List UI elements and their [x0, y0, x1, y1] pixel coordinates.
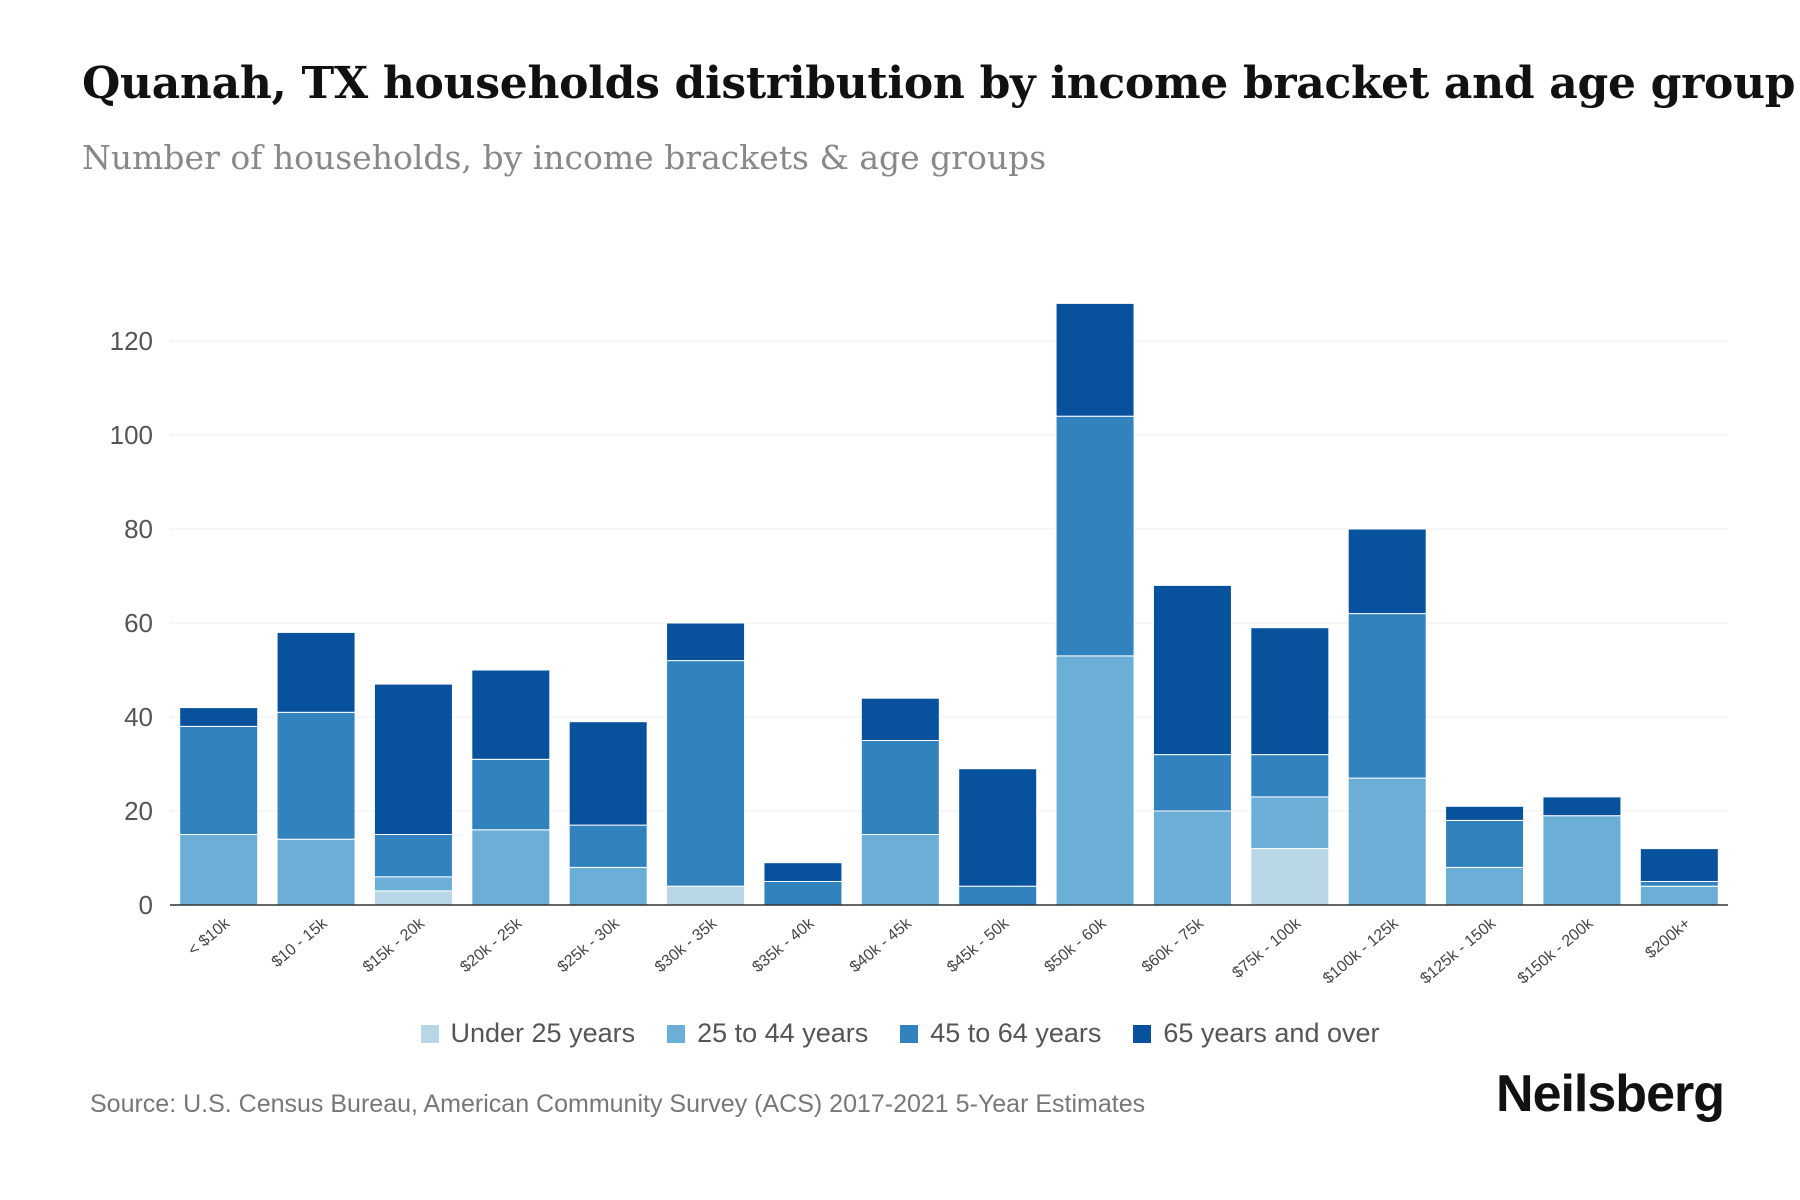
- x-tick-label: $125k - 150k: [1417, 914, 1500, 987]
- bar-segment-2-15: [1639, 881, 1719, 887]
- bar-segment-1-13: [1445, 866, 1525, 906]
- bar-segment-3-3: [471, 669, 551, 760]
- x-tick-label: $15k - 20k: [360, 914, 429, 976]
- x-tick-label: $10 - 15k: [269, 914, 332, 971]
- bar-segment-0-5: [666, 885, 746, 906]
- legend-label-25-to-44: 25 to 44 years: [697, 1018, 869, 1048]
- legend-label-under-25: Under 25 years: [450, 1018, 636, 1048]
- bar-segment-1-3: [471, 829, 551, 906]
- y-tick-label: 0: [139, 890, 153, 920]
- y-axis-ticks: 0 20 40 60 80 100 120: [110, 326, 153, 920]
- bar-segment-1-10: [1152, 810, 1232, 906]
- bar-segment-1-11: [1250, 796, 1330, 850]
- bar-segment-3-15: [1639, 848, 1719, 882]
- y-tick-label: 40: [124, 702, 153, 732]
- legend-label-45-to-64: 45 to 64 years: [930, 1018, 1102, 1048]
- bar-segment-3-2: [373, 683, 453, 835]
- bar-segment-2-2: [373, 834, 453, 878]
- y-tick-label: 20: [124, 796, 153, 826]
- brand-logo: Neilsberg: [1496, 1065, 1725, 1123]
- bar-segment-3-9: [1055, 302, 1135, 417]
- bar-segment-1-4: [568, 866, 648, 906]
- bar-segment-2-4: [568, 824, 648, 868]
- x-tick-label: < $10k: [185, 914, 234, 959]
- y-tick-label: 60: [124, 608, 153, 638]
- legend-label-65-and-over: 65 years and over: [1163, 1018, 1380, 1048]
- bar-segment-3-7: [860, 697, 940, 742]
- bar-segment-2-8: [958, 885, 1038, 906]
- bar-segment-2-10: [1152, 754, 1232, 812]
- bar-segment-3-5: [666, 622, 746, 662]
- legend-item-under-25: Under 25 years: [420, 1018, 636, 1049]
- bar-segment-2-3: [471, 758, 551, 831]
- legend-swatch-65-and-over: [1133, 1024, 1152, 1043]
- bars-layer: [179, 302, 1719, 906]
- bar-segment-1-1: [276, 838, 356, 906]
- x-tick-label: $50k - 60k: [1041, 914, 1110, 976]
- bar-segment-2-7: [860, 740, 940, 835]
- bar-segment-1-12: [1347, 777, 1427, 906]
- x-tick-label: $45k - 50k: [944, 914, 1013, 976]
- x-tick-label: $20k - 25k: [457, 914, 526, 976]
- legend-swatch-25-to-44: [667, 1024, 686, 1043]
- bar-segment-3-1: [276, 631, 356, 713]
- bar-segment-2-12: [1347, 613, 1427, 779]
- bar-segment-2-9: [1055, 415, 1135, 657]
- x-tick-label: $30k - 35k: [652, 914, 721, 976]
- source-note: Source: U.S. Census Bureau, American Com…: [90, 1090, 1146, 1118]
- bar-segment-2-6: [763, 881, 843, 906]
- x-tick-label: $200k+: [1642, 915, 1693, 962]
- legend-item-45-to-64: 45 to 64 years: [900, 1018, 1101, 1049]
- legend-swatch-under-25: [420, 1024, 439, 1043]
- bar-segment-1-9: [1055, 655, 1135, 906]
- bar-segment-0-2: [373, 890, 453, 906]
- x-tick-label: $75k - 100k: [1229, 914, 1305, 981]
- legend-item-65-and-over: 65 years and over: [1133, 1018, 1380, 1049]
- bar-segment-1-14: [1542, 815, 1622, 906]
- x-tick-label: $35k - 40k: [749, 914, 818, 976]
- bar-segment-2-5: [666, 660, 746, 887]
- bar-segment-2-1: [276, 711, 356, 840]
- bar-segment-1-0: [179, 834, 259, 906]
- x-axis-ticks: < $10k $10 - 15k $15k - 20k $20k - 25k $25k …: [170, 904, 1728, 988]
- bar-segment-3-12: [1347, 528, 1427, 615]
- bar-segment-3-6: [763, 862, 843, 883]
- y-tick-label: 100: [110, 420, 153, 450]
- bar-segment-3-13: [1445, 805, 1525, 821]
- bar-segment-1-7: [860, 834, 940, 906]
- bar-segment-0-11: [1250, 848, 1330, 906]
- legend-item-25-to-44: 25 to 44 years: [667, 1018, 868, 1049]
- bar-segment-2-0: [179, 725, 259, 836]
- bar-segment-1-2: [373, 876, 453, 892]
- x-tick-label: $40k - 45k: [847, 914, 916, 976]
- bar-segment-3-0: [179, 707, 259, 727]
- x-tick-label: $60k - 75k: [1139, 914, 1208, 976]
- bar-segment-1-15: [1639, 885, 1719, 906]
- legend-swatch-45-to-64: [900, 1024, 919, 1043]
- bar-segment-3-14: [1542, 796, 1622, 817]
- y-tick-label: 80: [124, 514, 153, 544]
- bar-segment-2-11: [1250, 754, 1330, 798]
- chart-subtitle: Number of households, by income brackets…: [82, 138, 1047, 177]
- bar-segment-3-11: [1250, 627, 1330, 756]
- chart-title: Quanah, TX households distribution by in…: [82, 58, 1796, 109]
- chart-legend: Under 25 years 25 to 44 years 45 to 64 y…: [0, 1018, 1800, 1049]
- bar-segment-3-10: [1152, 584, 1232, 756]
- x-tick-label: $100k - 125k: [1320, 914, 1403, 987]
- x-tick-label: $25k - 30k: [555, 914, 624, 976]
- bar-segment-3-4: [568, 721, 648, 826]
- y-tick-label: 120: [110, 326, 153, 356]
- bar-segment-3-8: [958, 768, 1038, 887]
- bar-segment-2-13: [1445, 819, 1525, 868]
- x-tick-label: $150k - 200k: [1515, 914, 1598, 987]
